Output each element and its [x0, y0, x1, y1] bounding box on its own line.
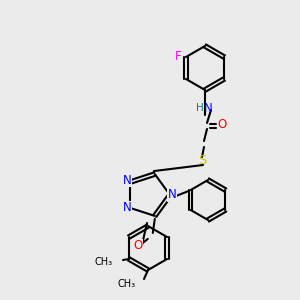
- Text: N: N: [123, 174, 132, 187]
- Text: N: N: [123, 201, 132, 214]
- Text: N: N: [204, 101, 212, 115]
- Text: O: O: [133, 239, 142, 252]
- Text: F: F: [175, 50, 182, 64]
- Text: N: N: [168, 188, 176, 202]
- Text: O: O: [218, 118, 226, 130]
- Text: CH₃: CH₃: [95, 257, 113, 267]
- Text: CH₃: CH₃: [118, 279, 136, 289]
- Text: H: H: [196, 103, 204, 113]
- Text: S: S: [198, 154, 206, 166]
